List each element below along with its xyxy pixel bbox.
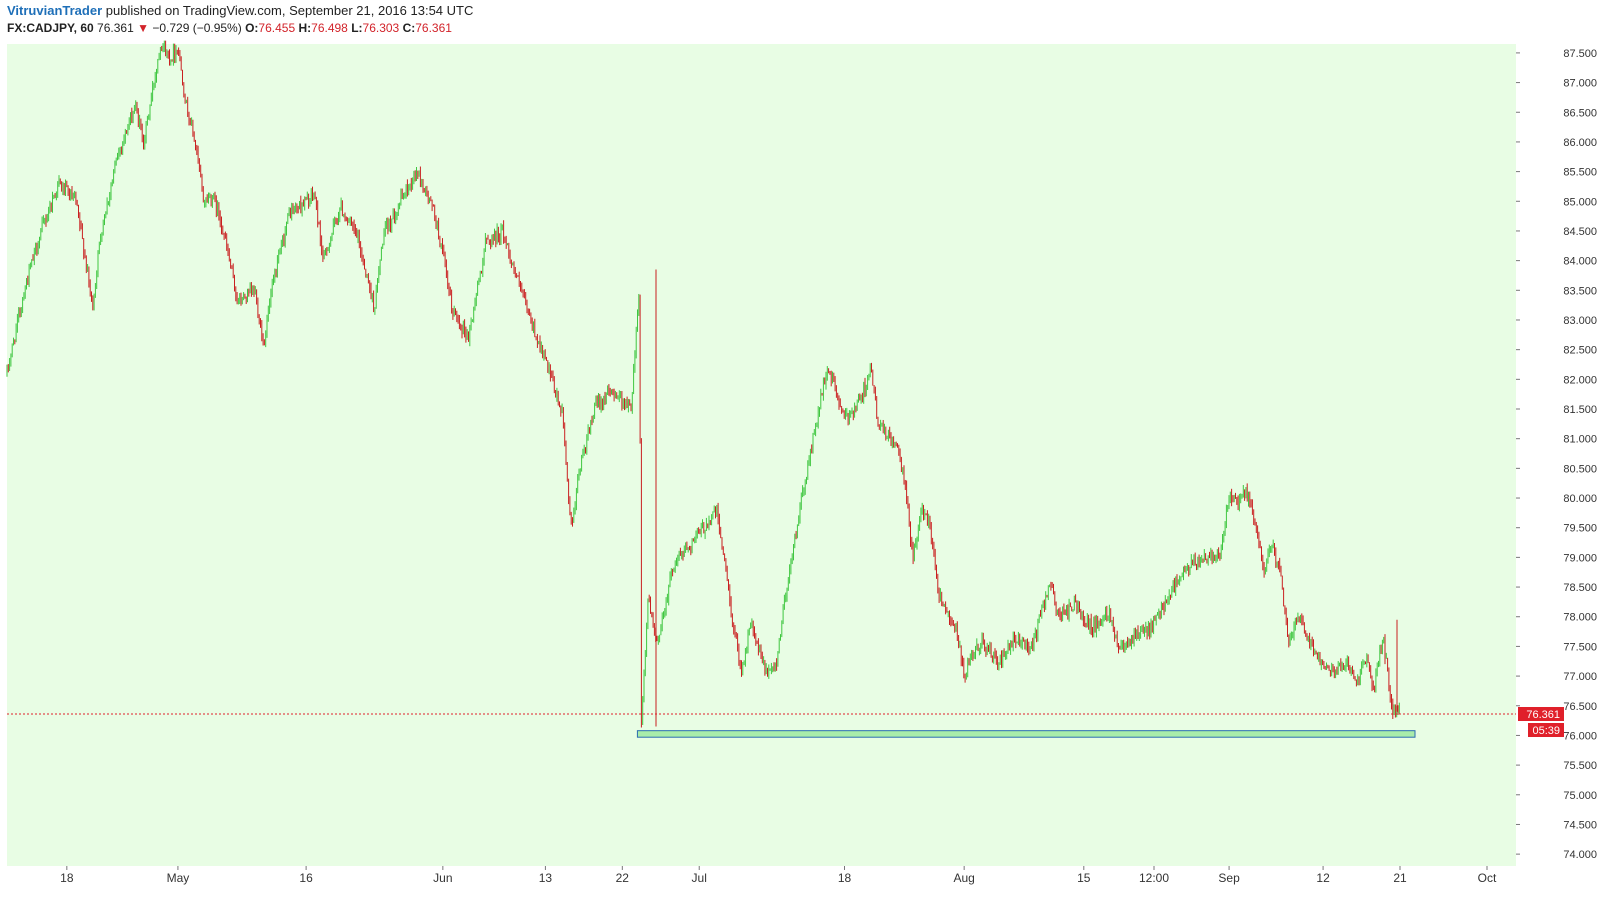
y-tick-label: 86.500 <box>1563 107 1597 119</box>
y-tick-label: 79.000 <box>1563 552 1597 564</box>
y-tick-label: 82.500 <box>1563 345 1597 357</box>
ohlc-legend: FX:CADJPY, 60 76.361 ▼ −0.729 (−0.95%) O… <box>7 21 452 35</box>
y-tick-label: 80.000 <box>1563 493 1597 505</box>
support-zone-rectangle[interactable] <box>636 730 1416 738</box>
last-price-tag-bg <box>1518 707 1564 722</box>
x-tick-label: 21 <box>1393 871 1407 885</box>
open-value: 76.455 <box>258 21 296 35</box>
x-tick-label: 12:00 <box>1139 871 1169 885</box>
author-link[interactable]: VitruvianTrader <box>7 3 103 18</box>
x-tick-label: Jul <box>692 871 707 885</box>
candlestick-series <box>6 40 1400 728</box>
low-label: L: <box>351 21 363 35</box>
x-tick-label: Sep <box>1218 871 1240 885</box>
published-text: published on TradingView.com, September … <box>102 3 474 18</box>
y-tick-label: 80.500 <box>1563 463 1597 475</box>
y-tick-label: 83.500 <box>1563 285 1597 297</box>
y-tick-label: 85.500 <box>1563 167 1597 179</box>
time-axis-ticks: 18 May 16 Jun 13 22 Jul 18 Aug 15 12:00 Sep 12 21 Oct <box>60 866 1497 885</box>
y-tick-label: 77.000 <box>1563 671 1597 683</box>
y-tick-label: 76.000 <box>1563 730 1597 742</box>
plot-area[interactable] <box>7 44 1516 866</box>
y-tick-label: 74.000 <box>1563 849 1597 861</box>
y-tick-label: 86.000 <box>1563 137 1597 149</box>
x-tick-label: 22 <box>616 871 630 885</box>
down-arrow-icon: ▼ <box>137 21 149 35</box>
last-price-tag-value: 76.361 <box>1526 709 1560 721</box>
x-tick-label: 16 <box>299 871 313 885</box>
y-tick-label: 83.000 <box>1563 315 1597 327</box>
y-tick-label: 75.000 <box>1563 790 1597 802</box>
y-tick-label: 77.500 <box>1563 641 1597 653</box>
y-tick-label: 79.500 <box>1563 523 1597 535</box>
x-tick-label: Aug <box>953 871 974 885</box>
x-tick-label: 15 <box>1077 871 1091 885</box>
countdown-tag-bg <box>1528 723 1564 738</box>
close-label: C: <box>402 21 416 35</box>
x-tick-label: 12 <box>1316 871 1330 885</box>
chart-header: VitruvianTrader published on TradingView… <box>0 0 1605 44</box>
publish-line: VitruvianTrader published on TradingView… <box>7 3 473 18</box>
high-value: 76.498 <box>311 21 348 35</box>
x-tick-label: Jun <box>433 871 452 885</box>
high-label: H: <box>298 21 312 35</box>
y-tick-label: 81.500 <box>1563 404 1597 416</box>
x-tick-label: 18 <box>60 871 74 885</box>
x-tick-label: 13 <box>539 871 553 885</box>
time-axis[interactable] <box>0 866 1605 913</box>
x-tick-label: May <box>167 871 190 885</box>
x-tick-label: Oct <box>1478 871 1497 885</box>
symbol-label[interactable]: FX:CADJPY, 60 <box>7 21 94 35</box>
y-tick-label: 81.000 <box>1563 434 1597 446</box>
price-axis-ticks: 87.500 87.000 86.500 86.000 85.500 85.000 84.5… <box>1516 48 1597 861</box>
y-tick-label: 82.000 <box>1563 374 1597 386</box>
close-value: 76.361 <box>415 21 452 35</box>
y-tick-label: 76.500 <box>1563 701 1597 713</box>
y-tick-label: 84.000 <box>1563 256 1597 268</box>
y-tick-label: 87.000 <box>1563 78 1597 90</box>
y-tick-label: 85.000 <box>1563 196 1597 208</box>
y-tick-label: 84.500 <box>1563 226 1597 238</box>
open-label: O: <box>245 21 259 35</box>
x-tick-label: 18 <box>838 871 852 885</box>
change-label: −0.729 (−0.95%) <box>152 21 242 35</box>
y-tick-label: 74.500 <box>1563 819 1597 831</box>
last-price-label: 76.361 <box>97 21 134 35</box>
y-tick-label: 78.000 <box>1563 612 1597 624</box>
y-tick-label: 78.500 <box>1563 582 1597 594</box>
last-price-tag: 76.361 05:39 <box>1518 707 1564 738</box>
low-value: 76.303 <box>362 21 400 35</box>
countdown-tag-value: 05:39 <box>1532 725 1560 737</box>
y-tick-label: 87.500 <box>1563 48 1597 60</box>
y-tick-label: 75.500 <box>1563 760 1597 772</box>
